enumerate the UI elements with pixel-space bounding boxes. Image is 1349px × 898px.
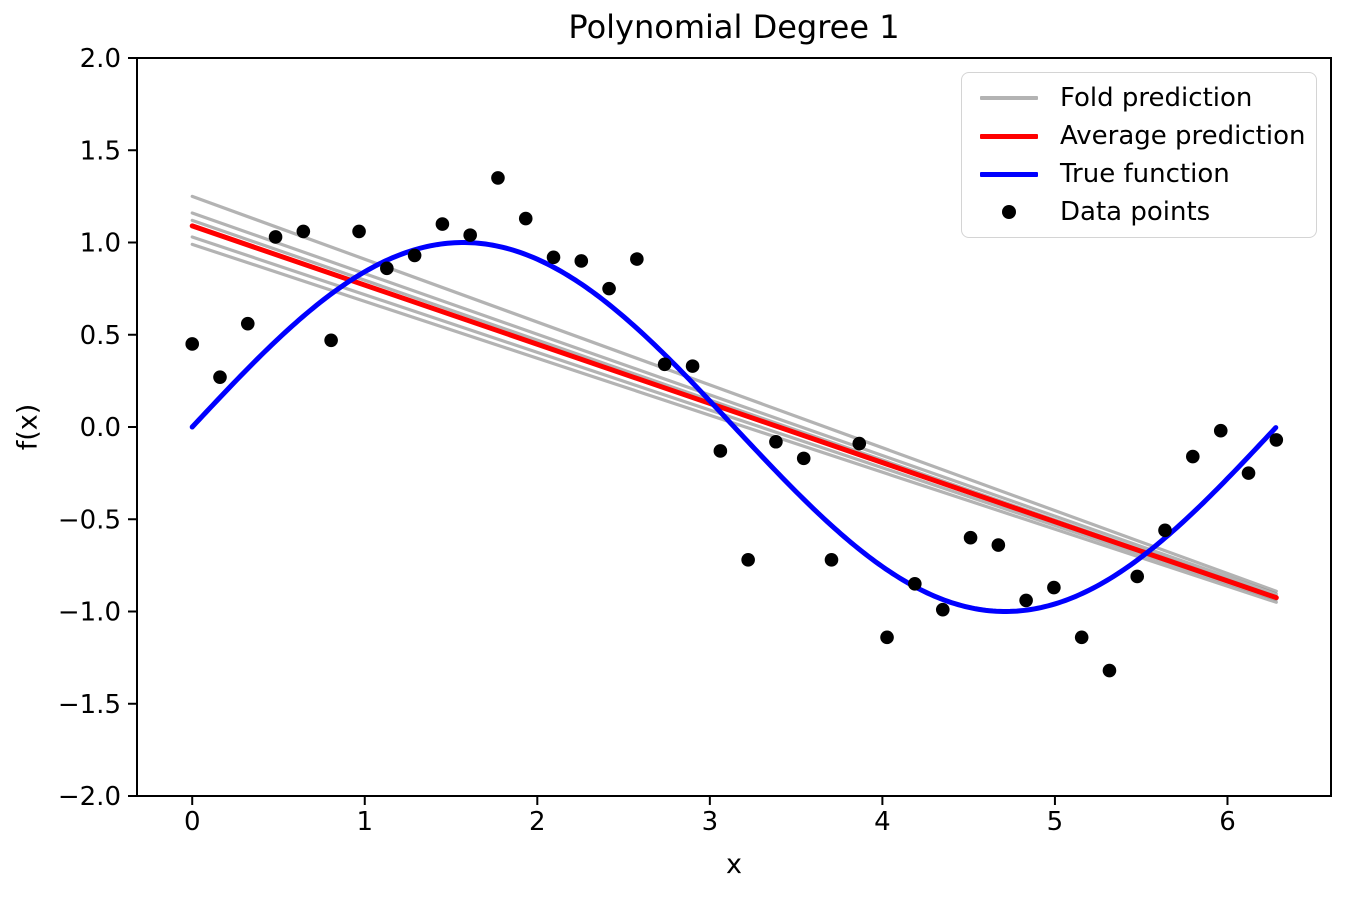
data-point: [824, 553, 839, 567]
fold-prediction-line: [190, 242, 1278, 604]
true-function-line-swatch: [980, 171, 1038, 177]
y-tick-label: 1.0: [80, 229, 121, 259]
x-tick-label: 0: [184, 807, 201, 837]
data-point: [1047, 580, 1061, 595]
data-point: [1102, 663, 1117, 678]
data-point: [880, 630, 894, 645]
data-point: [213, 370, 227, 384]
x-tick-label: 3: [702, 807, 719, 837]
data-point: [852, 436, 867, 451]
data-point: [741, 553, 755, 567]
data-point: [1074, 630, 1089, 645]
data-point: [1241, 466, 1256, 480]
legend-label: True function: [1060, 159, 1230, 189]
data-point: [1158, 523, 1172, 538]
x-tick-label: 1: [356, 807, 373, 837]
y-tick-label: 1.5: [80, 136, 121, 166]
x-tick-label: 6: [1219, 807, 1236, 837]
data-point: [185, 337, 200, 351]
data-point: [796, 451, 811, 466]
data-point: [546, 250, 561, 265]
x-axis-label: x: [726, 849, 742, 880]
y-tick-label: −2.0: [58, 782, 121, 812]
fold-line-swatch: [980, 96, 1038, 100]
data-point: [352, 224, 366, 239]
data-point: [463, 228, 477, 242]
data-point: [1019, 593, 1033, 608]
data-point: [268, 230, 283, 244]
y-tick-label: 0.0: [80, 413, 121, 443]
y-tick-label: −1.0: [58, 598, 121, 628]
legend-label: Fold prediction: [1060, 83, 1253, 113]
y-tick-label: 2.0: [80, 44, 121, 74]
data-point: [1130, 569, 1145, 584]
fold-prediction-line: [190, 235, 1278, 602]
x-tick-label: 2: [529, 807, 546, 837]
data-point: [963, 530, 978, 545]
legend-label: Data points: [1060, 197, 1211, 227]
legend-item-data-points: Data points: [980, 193, 1298, 231]
data-point: [769, 434, 783, 449]
data-point: [602, 281, 616, 296]
data-point: [324, 333, 338, 348]
data-point: [435, 217, 450, 231]
true-function-curve: [189, 240, 1279, 614]
data-point: [574, 254, 589, 268]
legend-item-average-prediction: Average prediction: [980, 117, 1305, 155]
data-point: [1213, 423, 1228, 438]
data-point: [657, 357, 672, 372]
data-point: [935, 602, 950, 617]
data-point-marker-swatch: [980, 205, 1038, 219]
data-point: [713, 444, 728, 458]
chart-title: Polynomial Degree 1: [568, 8, 900, 46]
data-point: [407, 248, 422, 263]
x-tick-label: 4: [874, 807, 891, 837]
y-axis-label: f(x): [12, 403, 44, 451]
average-line-swatch: [980, 133, 1038, 139]
data-point: [630, 252, 644, 266]
data-point: [991, 538, 1006, 552]
legend: Fold prediction Average prediction True …: [961, 72, 1317, 238]
x-tick-label: 5: [1047, 807, 1064, 837]
fold-prediction-line: [190, 194, 1278, 593]
data-point: [380, 261, 394, 276]
y-tick-label: −0.5: [58, 505, 121, 535]
average-prediction-line: [189, 223, 1279, 601]
y-tick-label: 0.5: [80, 321, 121, 351]
fold-prediction-line: [190, 211, 1278, 596]
data-point: [1185, 449, 1200, 464]
legend-label: Average prediction: [1060, 121, 1306, 151]
y-tick-label: −1.5: [58, 690, 121, 720]
data-point: [1269, 433, 1284, 447]
data-point: [491, 171, 505, 185]
data-point: [518, 211, 533, 226]
data-point: [296, 224, 311, 239]
data-point: [240, 316, 255, 331]
data-point: [685, 359, 700, 373]
legend-item-true-function: True function: [980, 155, 1298, 193]
legend-item-fold-prediction: Fold prediction: [980, 79, 1298, 117]
data-point: [908, 577, 922, 591]
